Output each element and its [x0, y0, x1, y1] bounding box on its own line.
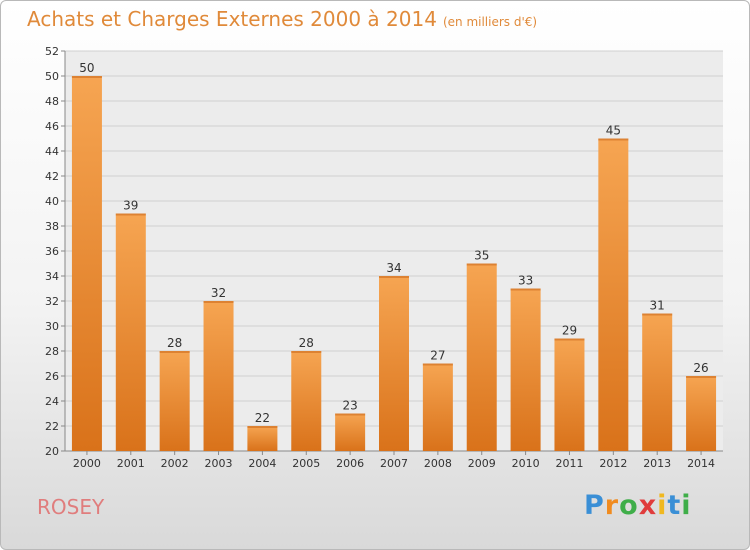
- bar: [71, 76, 102, 451]
- bar-top-edge: [159, 351, 190, 353]
- x-tick-label: 2006: [336, 457, 364, 470]
- bar-top-edge: [642, 313, 673, 316]
- bar: [159, 351, 190, 451]
- bar-top-edge: [510, 288, 541, 291]
- y-tick-label: 50: [45, 70, 59, 83]
- y-tick-label: 28: [45, 345, 59, 358]
- chart-title: Achats et Charges Externes 2000 à 2014 (e…: [27, 7, 537, 31]
- bar: [335, 413, 366, 451]
- proxiti-logo: Proxiti: [584, 490, 692, 521]
- y-tick-label: 52: [45, 45, 59, 58]
- x-tick-label: 2008: [424, 457, 452, 470]
- bar: [554, 338, 585, 451]
- bar-top-edge: [422, 363, 453, 366]
- logo-letter: t: [667, 490, 682, 521]
- x-tick-label: 2002: [161, 457, 189, 470]
- bar-value-label: 26: [693, 361, 708, 375]
- bar-top-edge: [686, 376, 717, 378]
- bar-value-label: 31: [650, 299, 665, 313]
- bar: [598, 138, 629, 451]
- y-tick-label: 42: [45, 170, 59, 183]
- bar: [291, 351, 322, 451]
- bar: [510, 288, 541, 451]
- y-tick-label: 32: [45, 295, 59, 308]
- bar: [466, 263, 497, 451]
- chart-unit: (en milliers d'€): [442, 15, 538, 29]
- bar-value-label: 33: [518, 274, 533, 288]
- x-tick-label: 2005: [292, 457, 320, 470]
- bar-value-label: 34: [386, 261, 401, 275]
- bar-value-label: 22: [255, 411, 270, 425]
- x-tick-label: 2012: [599, 457, 627, 470]
- y-tick-label: 40: [45, 195, 59, 208]
- bar-value-label: 28: [299, 336, 314, 350]
- logo-letter: i: [657, 490, 668, 521]
- bar-top-edge: [554, 338, 585, 341]
- bar: [642, 313, 673, 451]
- bar: [379, 276, 409, 451]
- x-tick-label: 2010: [512, 457, 540, 470]
- x-tick-label: 2007: [380, 457, 408, 470]
- y-tick-label: 26: [45, 370, 59, 383]
- bar-top-edge: [247, 426, 278, 428]
- bar-value-label: 32: [211, 286, 226, 300]
- bar: [686, 376, 717, 451]
- chart-title-text: Achats et Charges Externes 2000 à 2014: [27, 7, 437, 31]
- logo-letter: i: [681, 490, 692, 521]
- x-tick-label: 2003: [205, 457, 233, 470]
- y-tick-label: 24: [45, 395, 59, 408]
- bar-value-label: 23: [342, 399, 357, 413]
- logo-letter: P: [584, 490, 605, 521]
- bar-top-edge: [71, 76, 102, 78]
- bar-value-label: 29: [562, 324, 577, 338]
- x-tick-label: 2009: [468, 457, 496, 470]
- y-tick-label: 20: [45, 445, 59, 458]
- bar-value-label: 39: [123, 199, 138, 213]
- bar-value-label: 27: [430, 349, 445, 363]
- x-tick-label: 2014: [687, 457, 715, 470]
- bar: [203, 301, 234, 451]
- y-tick-label: 36: [45, 245, 59, 258]
- bar-top-edge: [335, 413, 366, 416]
- y-tick-label: 44: [45, 145, 59, 158]
- y-tick-label: 34: [45, 270, 59, 283]
- logo-letter: r: [604, 490, 620, 521]
- bar-top-edge: [598, 138, 629, 141]
- bar-value-label: 50: [79, 61, 94, 75]
- bar-top-edge: [379, 276, 409, 278]
- bar-top-edge: [203, 301, 234, 303]
- y-tick-label: 46: [45, 120, 59, 133]
- logo-letter: o: [619, 490, 639, 521]
- y-tick-label: 30: [45, 320, 59, 333]
- y-tick-label: 48: [45, 95, 59, 108]
- bar-top-edge: [466, 263, 497, 266]
- bar-top-edge: [291, 351, 322, 353]
- commune-name: ROSEY: [37, 495, 105, 519]
- x-tick-label: 2001: [117, 457, 145, 470]
- logo-letter: x: [638, 490, 658, 521]
- bar: [115, 213, 146, 451]
- x-tick-label: 2011: [555, 457, 583, 470]
- y-tick-label: 38: [45, 220, 59, 233]
- bar: [422, 363, 453, 451]
- bar-value-label: 45: [606, 124, 621, 138]
- bar: [247, 426, 278, 451]
- x-tick-label: 2004: [248, 457, 276, 470]
- y-tick-label: 22: [45, 420, 59, 433]
- bar-value-label: 35: [474, 249, 489, 263]
- bar-value-label: 28: [167, 336, 182, 350]
- x-tick-label: 2000: [73, 457, 101, 470]
- x-tick-label: 2013: [643, 457, 671, 470]
- bar-top-edge: [115, 213, 146, 216]
